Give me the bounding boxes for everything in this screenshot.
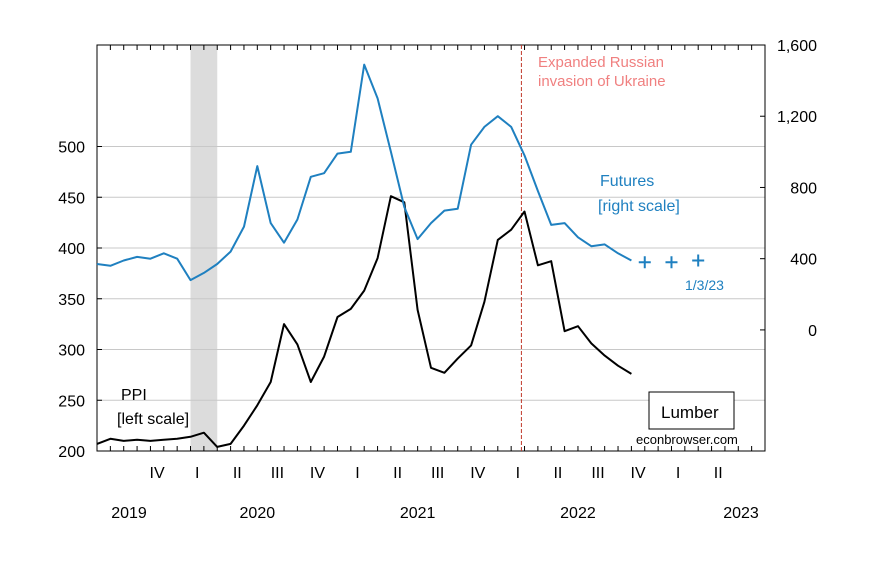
left-axis-tick-label: 350 (58, 292, 85, 309)
left-axis-tick-label: 300 (58, 343, 85, 360)
futures-forward-marker (692, 254, 705, 267)
x-axis-year-label: 2021 (400, 505, 436, 522)
left-axis-tick-label: 500 (58, 140, 85, 157)
x-axis-quarter-label: III (591, 465, 604, 482)
source-credit: econbrowser.com (636, 432, 738, 447)
left-axis-tick-label: 250 (58, 393, 85, 410)
x-axis-year-label: 2023 (723, 505, 759, 522)
ppi-line (96, 195, 632, 448)
left-axis-tick-label: 400 (58, 241, 85, 258)
futures-line (96, 63, 632, 282)
right-axis-tick-label: 1,200 (777, 109, 817, 126)
futures-axis-note: [right scale] (598, 198, 680, 215)
x-axis-quarter-label: IV (470, 465, 485, 482)
futures-forward-marker (638, 256, 651, 269)
x-axis-quarter-label: II (714, 465, 723, 482)
left-axis-tick-label: 200 (58, 444, 85, 461)
x-axis-quarter-label: I (355, 465, 359, 482)
x-axis-quarter-label: II (233, 465, 242, 482)
left-axis-tick-label: 450 (58, 190, 85, 207)
right-axis-tick-label: 800 (790, 180, 817, 197)
x-axis-quarter-label: II (553, 465, 562, 482)
legend-box-label: Lumber (661, 403, 719, 422)
legend-box (648, 391, 735, 430)
ppi-series-label: PPI (121, 387, 147, 404)
x-axis-quarter-label: I (195, 465, 199, 482)
x-axis-quarter-label: IV (631, 465, 646, 482)
x-axis-quarter-label: I (516, 465, 520, 482)
x-axis-quarter-label: I (676, 465, 680, 482)
right-axis-tick-label: 1,600 (777, 38, 817, 55)
x-axis-quarter-label: IV (150, 465, 165, 482)
x-axis-quarter-label: II (393, 465, 402, 482)
right-axis-tick-label: 0 (808, 323, 817, 340)
x-axis-quarter-label: IV (310, 465, 325, 482)
x-axis-quarter-label: III (271, 465, 284, 482)
futures-forward-marker (665, 256, 678, 269)
ppi-axis-note: [left scale] (117, 411, 189, 428)
event-label-line2: invasion of Ukraine (538, 73, 666, 90)
futures-forward-date-label: 1/3/23 (685, 277, 724, 293)
event-label-line1: Expanded Russian (538, 54, 664, 71)
x-axis-quarter-label: III (431, 465, 444, 482)
x-axis-year-label: 2020 (240, 505, 276, 522)
x-axis-year-label: 2019 (111, 505, 147, 522)
x-axis-year-label: 2022 (560, 505, 596, 522)
futures-series-label: Futures (600, 173, 654, 190)
right-axis-tick-label: 400 (790, 252, 817, 269)
